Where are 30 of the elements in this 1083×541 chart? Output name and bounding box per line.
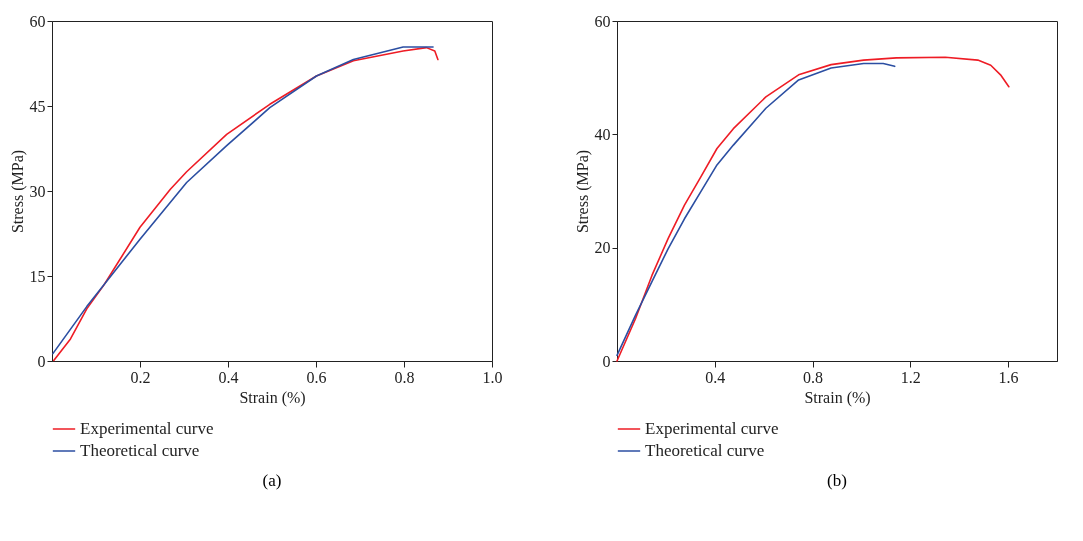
x-axis-title: Strain (%) [239, 388, 306, 407]
x-tick-label: 0.6 [306, 368, 327, 386]
y-axis-title: Stress (MPa) [573, 149, 592, 234]
legend-label: Experimental curve [80, 419, 214, 438]
x-tick-label: 1.0 [482, 368, 503, 386]
y-tick-label: 15 [29, 267, 46, 285]
y-tick-label: 20 [594, 239, 611, 257]
line-series [616, 56, 1010, 362]
x-tick-label: 0.8 [394, 368, 415, 386]
legend-label: Theoretical curve [645, 441, 765, 460]
x-tick-label: 1.2 [900, 368, 921, 386]
legend-label: Theoretical curve [80, 441, 200, 460]
x-tick-label: 0.8 [803, 368, 824, 386]
x-axis-title: Strain (%) [804, 388, 871, 407]
legend-label: Experimental curve [645, 419, 779, 438]
y-tick-label: 30 [29, 182, 46, 200]
y-tick-label: 40 [594, 125, 611, 143]
y-tick-label: 0 [37, 352, 46, 370]
y-tick-label: 45 [29, 97, 46, 115]
x-tick-label: 0.2 [130, 368, 151, 386]
text: (a) [262, 471, 282, 490]
text: (b) [827, 471, 847, 490]
x-tick-label: 0.4 [218, 368, 239, 386]
y-axis-title: Stress (MPa) [8, 149, 27, 234]
y-tick-label: 60 [594, 12, 611, 30]
y-tick-label: 60 [29, 12, 46, 30]
x-tick-label: 1.6 [998, 368, 1019, 386]
y-tick-label: 0 [602, 352, 611, 370]
x-tick-label: 0.4 [705, 368, 726, 386]
line-series [616, 62, 896, 357]
